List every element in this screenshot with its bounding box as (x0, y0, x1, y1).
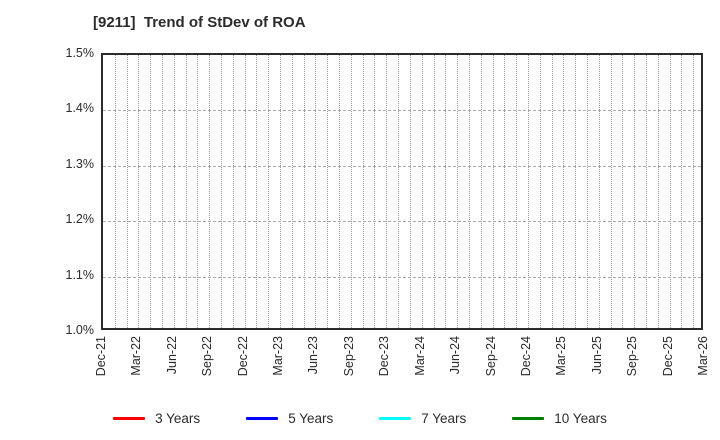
vertical-gridline (693, 55, 695, 328)
vertical-gridline (291, 55, 293, 328)
x-axis-tick-label: Sep-23 (341, 336, 356, 377)
vertical-gridline (575, 55, 577, 328)
y-axis-tick-label: 1.2% (65, 212, 95, 227)
x-axis-tick-label: Jun-24 (448, 336, 463, 375)
horizontal-gridline (103, 110, 701, 112)
legend-label: 5 Years (288, 410, 334, 426)
vertical-gridline (138, 55, 140, 328)
vertical-gridline (173, 55, 175, 328)
vertical-gridline (256, 55, 258, 328)
legend-line-swatch (379, 416, 412, 420)
vertical-gridline (457, 55, 459, 328)
horizontal-gridline (103, 221, 701, 223)
legend-label: 10 Years (554, 410, 607, 426)
x-axis-tick-label: Dec-25 (660, 336, 675, 377)
vertical-gridline (126, 55, 128, 328)
vertical-gridline (421, 55, 423, 328)
vertical-gridline (645, 55, 647, 328)
vertical-gridline (563, 55, 565, 328)
vertical-gridline (492, 55, 494, 328)
vertical-gridline (610, 55, 612, 328)
vertical-gridline (657, 55, 659, 328)
vertical-gridline (539, 55, 541, 328)
vertical-gridline (303, 55, 305, 328)
legend-line-swatch (113, 416, 146, 420)
vertical-gridline (516, 55, 518, 328)
vertical-gridline (150, 55, 152, 328)
x-axis-tick-label: Dec-23 (377, 336, 392, 377)
x-axis-tick-label: Mar-26 (696, 336, 710, 376)
vertical-gridline (209, 55, 211, 328)
legend-item: 7 Years (379, 411, 466, 426)
horizontal-gridline (103, 276, 701, 278)
x-axis-tick-label: Sep-25 (625, 336, 640, 377)
vertical-gridline (350, 55, 352, 328)
vertical-gridline (221, 55, 223, 328)
x-axis-tick-label: Dec-24 (518, 336, 533, 377)
x-axis-tick-label: Mar-23 (271, 336, 286, 376)
vertical-gridline (162, 55, 164, 328)
vertical-gridline (409, 55, 411, 328)
legend: 3 Years 5 Years 7 Years 10 Years (0, 404, 720, 432)
legend-item: 5 Years (246, 411, 333, 426)
vertical-gridline (315, 55, 317, 328)
x-axis-tick-label: Mar-22 (129, 336, 144, 376)
y-axis-tick-label: 1.3% (65, 156, 95, 171)
vertical-gridline (433, 55, 435, 328)
vertical-gridline (362, 55, 364, 328)
y-axis-tick-label: 1.5% (65, 46, 95, 60)
x-axis-tick-label: Mar-25 (554, 336, 569, 376)
x-axis-tick-label: Dec-22 (235, 336, 250, 377)
x-axis-tick-label: Jun-25 (589, 336, 604, 375)
vertical-gridline (268, 55, 270, 328)
legend-line-swatch (512, 416, 545, 420)
x-axis-tick-label: Sep-22 (200, 336, 215, 377)
x-axis-tick-label: Jun-22 (164, 336, 179, 375)
vertical-gridline (551, 55, 553, 328)
horizontal-gridline (103, 165, 701, 167)
y-axis-tick-label: 1.1% (65, 267, 95, 282)
vertical-gridline (398, 55, 400, 328)
vertical-gridline (445, 55, 447, 328)
x-axis-tick-label: Dec-21 (94, 336, 108, 377)
vertical-gridline (527, 55, 529, 328)
legend-line-swatch (246, 416, 279, 420)
vertical-gridline (669, 55, 671, 328)
x-axis-tick-label: Sep-24 (483, 336, 498, 377)
y-axis-tick-label: 1.0% (65, 323, 95, 337)
vertical-gridline (468, 55, 470, 328)
plot-area (101, 53, 703, 330)
vertical-gridline (622, 55, 624, 328)
legend-label: 3 Years (155, 410, 201, 426)
x-axis-tick-label: Mar-24 (412, 336, 427, 376)
vertical-gridline (504, 55, 506, 328)
vertical-gridline (480, 55, 482, 328)
vertical-gridline (232, 55, 234, 328)
legend-label: 7 Years (421, 410, 467, 426)
vertical-gridline (114, 55, 116, 328)
y-axis-tick-label: 1.4% (65, 101, 95, 116)
vertical-gridline (244, 55, 246, 328)
vertical-gridline (586, 55, 588, 328)
vertical-gridline (197, 55, 199, 328)
vertical-gridline (374, 55, 376, 328)
legend-item: 3 Years (113, 411, 200, 426)
x-axis-tick-label: Jun-23 (306, 336, 321, 375)
vertical-gridline (185, 55, 187, 328)
vertical-gridline (598, 55, 600, 328)
vertical-gridline (634, 55, 636, 328)
legend-item: 10 Years (512, 411, 607, 426)
vertical-gridline (681, 55, 683, 328)
chart-title: [9211] Trend of StDev of ROA (93, 14, 306, 31)
vertical-gridline (327, 55, 329, 328)
vertical-gridline (386, 55, 388, 328)
vertical-gridline (280, 55, 282, 328)
vertical-gridline (339, 55, 341, 328)
